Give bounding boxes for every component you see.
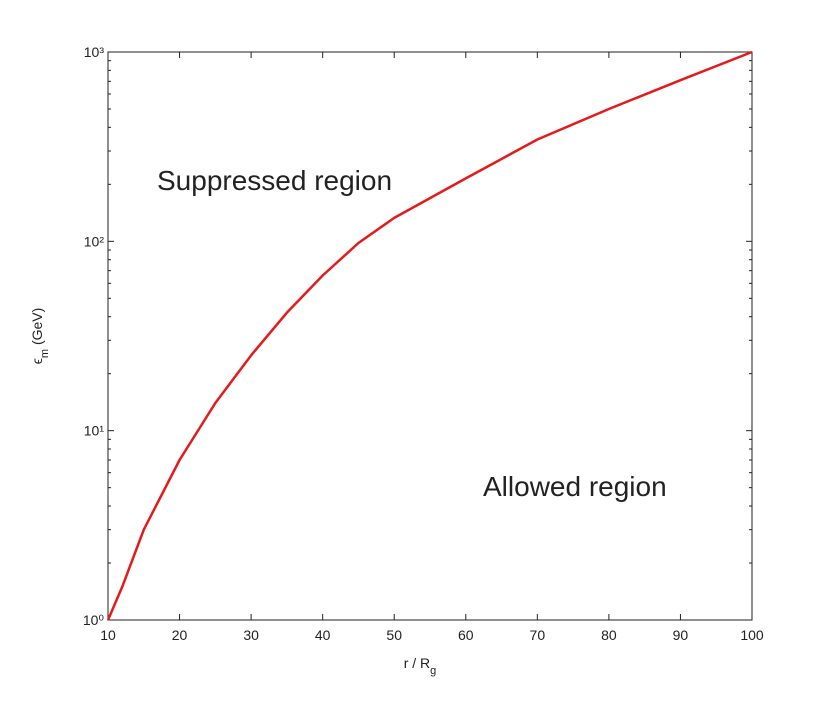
x-label-sub: g: [430, 665, 436, 677]
y-label-main: ϵ: [29, 358, 45, 364]
y-tick-label: 10³: [84, 44, 105, 60]
x-tick-label: 60: [458, 627, 474, 643]
plot-frame: [107, 51, 753, 621]
x-tick-label: 30: [243, 627, 259, 643]
y-axis-label: ϵm (GeV): [29, 308, 51, 365]
x-tick-label: 90: [673, 627, 689, 643]
x-label-main: r / R: [404, 655, 430, 671]
x-tick-label: 10: [100, 627, 116, 643]
y-tick-label: 10¹: [84, 423, 105, 439]
annotation: Suppressed region: [157, 165, 392, 196]
x-tick-label: 80: [601, 627, 617, 643]
y-tick-label: 10⁰: [83, 612, 105, 628]
x-tick-label: 40: [315, 627, 331, 643]
x-tick-label: 100: [740, 627, 764, 643]
x-tick-label: 70: [530, 627, 546, 643]
annotation: Allowed region: [483, 471, 667, 502]
y-label-unit: (GeV): [29, 308, 45, 349]
y-label-sub: m: [39, 349, 51, 358]
data-line: [106, 50, 753, 621]
x-tick-label: 20: [172, 627, 188, 643]
y-tick-label: 10²: [84, 233, 105, 249]
x-axis-label: r / Rg: [404, 655, 437, 677]
x-tick-label: 50: [386, 627, 402, 643]
